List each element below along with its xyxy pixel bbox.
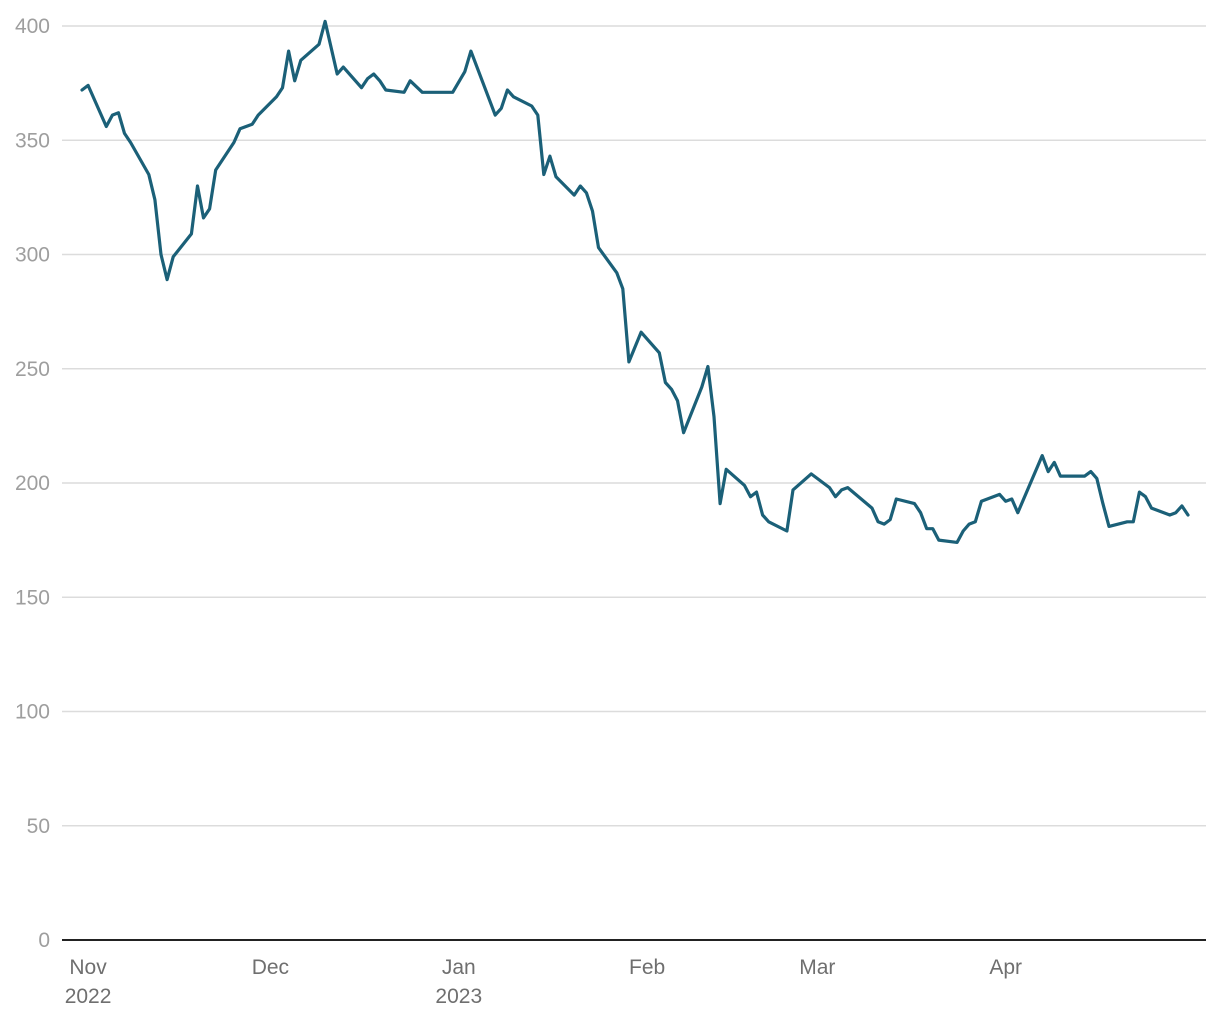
x-tick-year-label: 2023 bbox=[435, 985, 482, 1008]
x-tick-label: Mar bbox=[799, 956, 835, 979]
x-tick-label: Jan bbox=[442, 956, 476, 979]
y-tick-label: 350 bbox=[15, 129, 50, 152]
y-tick-label: 400 bbox=[15, 15, 50, 38]
x-tick-year-label: 2022 bbox=[65, 985, 112, 1008]
series-line bbox=[80, 19, 1190, 544]
y-axis-tick-labels: 0 50 100 150 200 250 300 350 400 bbox=[15, 15, 50, 952]
y-tick-label: 100 bbox=[15, 701, 50, 724]
x-axis-tick-labels: Nov 2022 Dec Jan 2023 Feb Mar Apr bbox=[65, 956, 1022, 1008]
y-tick-label: 0 bbox=[38, 929, 50, 952]
y-tick-label: 300 bbox=[15, 244, 50, 267]
x-tick-label: Dec bbox=[252, 956, 289, 979]
x-tick-label: Nov bbox=[69, 956, 107, 979]
x-tick-label: Apr bbox=[989, 956, 1022, 979]
y-tick-label: 200 bbox=[15, 472, 50, 495]
y-tick-label: 250 bbox=[15, 358, 50, 381]
y-tick-label: 150 bbox=[15, 586, 50, 609]
series-layer bbox=[80, 19, 1190, 544]
gridlines bbox=[62, 25, 1206, 827]
x-tick-label: Feb bbox=[629, 956, 665, 979]
y-tick-label: 50 bbox=[27, 815, 50, 838]
